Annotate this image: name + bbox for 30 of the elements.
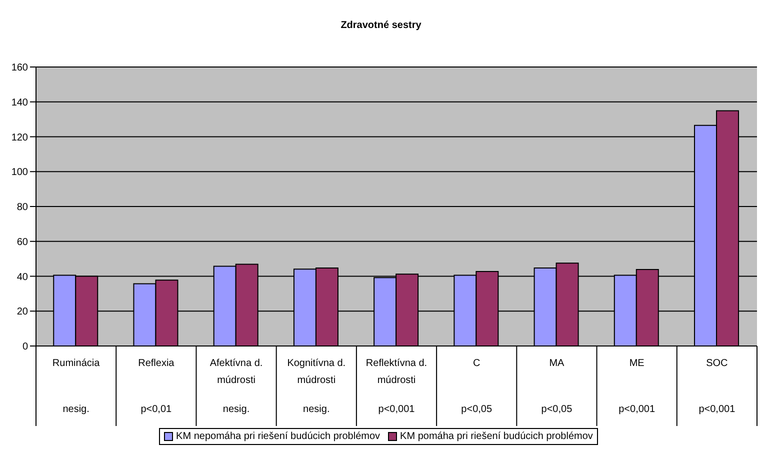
x-tick-label: C — [472, 358, 480, 369]
legend-label: KM nepomáha pri riešení budúcich problémov — [176, 431, 380, 442]
text: nesig. — [62, 404, 90, 415]
x-tick-label: Kognitívna d. múdrosti — [287, 358, 346, 386]
x-tick-label: Reflektívna d. múdrosti — [366, 358, 428, 386]
y-tick-label: 40 — [16, 272, 28, 283]
x-tick-label: Ruminácia — [52, 358, 100, 369]
text: p<0,05 — [461, 404, 492, 415]
y-tick-label: 60 — [16, 236, 28, 248]
text: nesig. — [303, 404, 330, 415]
y-tick-label: 160 — [11, 62, 28, 74]
legend-label: KM pomáha pri riešení budúcich problémov — [400, 431, 593, 442]
y-tick-label: 120 — [11, 132, 28, 144]
text: p<0,001 — [698, 404, 736, 415]
x-tick-label: MA — [549, 358, 565, 369]
y-tick-label: 20 — [16, 306, 28, 318]
text: p<0,001 — [378, 404, 416, 415]
text: p<0,05 — [541, 404, 573, 415]
x-tick-label: SOC — [706, 358, 728, 369]
text: p<0,01 — [140, 404, 172, 415]
y-tick-label: 0 — [22, 342, 28, 353]
x-tick-label: Afektívna d. múdrosti — [210, 358, 263, 386]
text: nesig. — [222, 404, 250, 415]
text: p<0,001 — [618, 404, 656, 415]
x-tick-label: ME — [629, 358, 645, 369]
chart-title: Zdravotné sestry — [340, 20, 422, 31]
x-tick-label: Reflexia — [138, 358, 175, 369]
y-tick-label: 80 — [16, 202, 28, 214]
y-tick-label: 100 — [11, 167, 28, 178]
y-tick-label: 140 — [11, 97, 28, 108]
